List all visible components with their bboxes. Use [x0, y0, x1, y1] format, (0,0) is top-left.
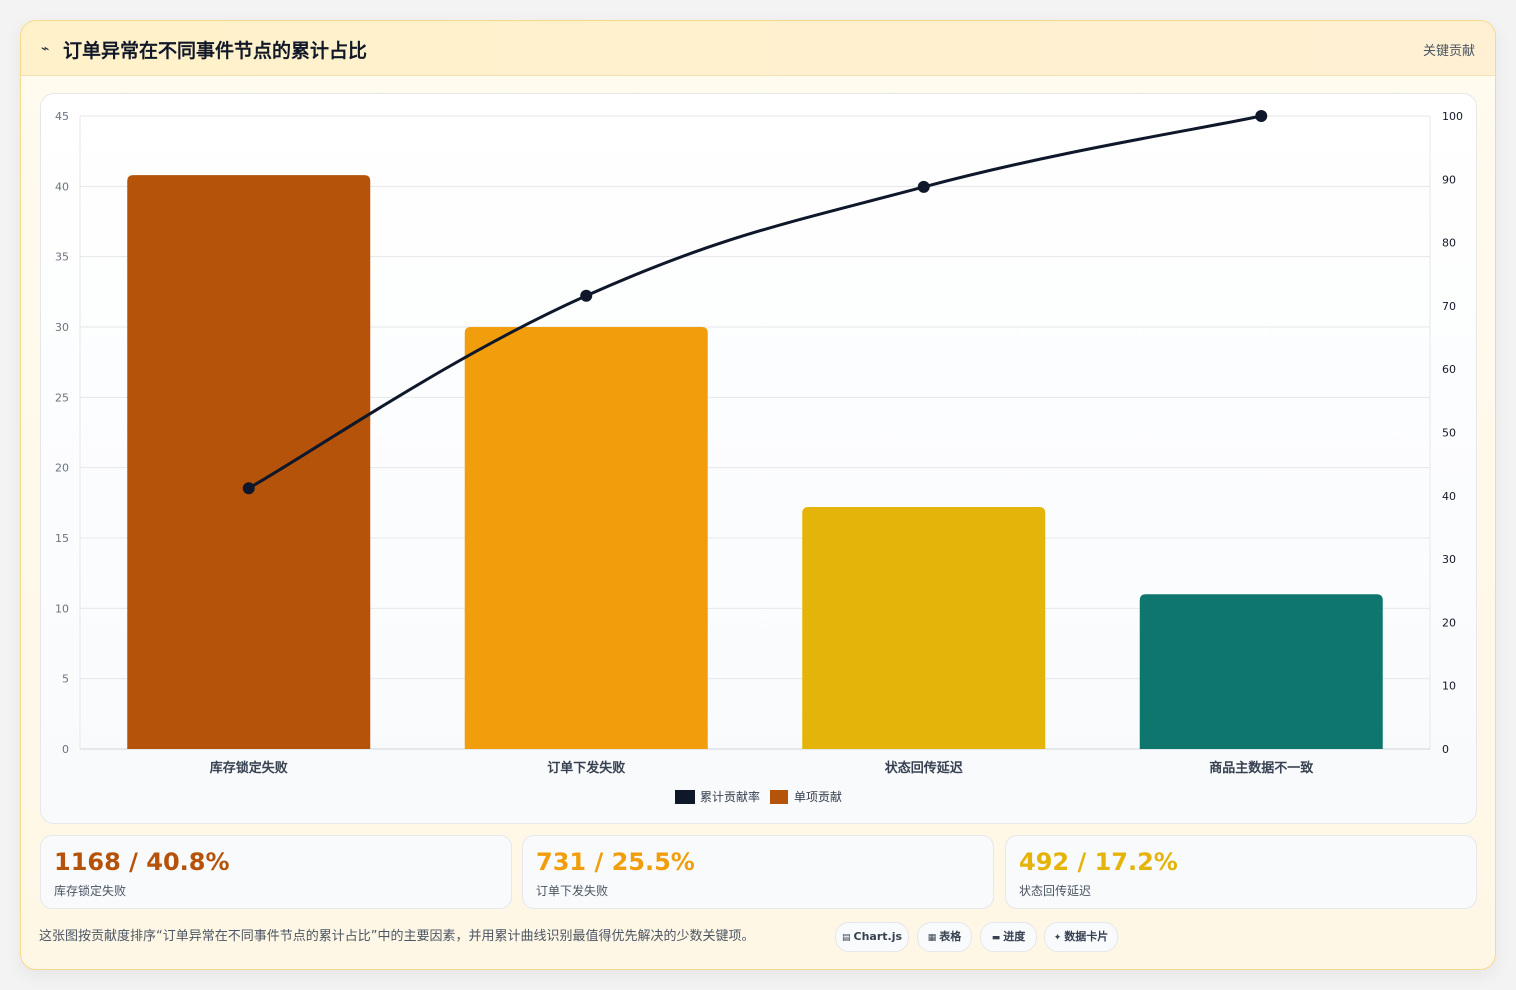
- legend-label: 累计贡献率: [700, 789, 760, 804]
- y-tick-label: 0: [62, 743, 69, 756]
- stat-value: 492 / 17.2%: [1019, 848, 1178, 876]
- cumulative-line: [248, 114, 1262, 490]
- y-tick-label: 30: [55, 321, 69, 334]
- legend-swatch-cumulative: [675, 790, 695, 804]
- pill-label: 数据卡片: [1064, 930, 1109, 943]
- bar-1: [127, 175, 371, 749]
- y2-tick-label: 50: [1442, 427, 1456, 440]
- stat-card-3: 492 / 17.2% 状态回传延迟: [1005, 835, 1477, 909]
- bar-2: [464, 327, 708, 749]
- y-tick-label: 10: [55, 602, 69, 615]
- chart-panel: 0 5 10 15 20 25 30 35 40 45 0 10 20 30 40 50 60 70 80 90 100…: [40, 93, 1477, 824]
- stat-value: 731 / 25.5%: [536, 848, 695, 876]
- y-tick-label: 15: [55, 532, 69, 545]
- cumulative-point-2: [580, 289, 593, 302]
- y2-tick-label: 100: [1442, 110, 1463, 123]
- stat-card-1: 1168 / 40.8% 库存锁定失败: [40, 835, 512, 909]
- legend-swatch-bar: [770, 790, 788, 804]
- y-tick-label: 40: [55, 180, 69, 193]
- sparkle-icon: ✦: [1053, 933, 1062, 943]
- y2-tick-label: 90: [1442, 173, 1456, 186]
- pill-label: Chart.js: [853, 930, 903, 943]
- pill-chartjs[interactable]: ▤ Chart.js: [835, 922, 909, 952]
- pill-label: 表格: [939, 930, 962, 943]
- card-header: ⌁ 订单异常在不同事件节点的累计占比 关键贡献: [21, 21, 1495, 76]
- y2-tick-label: 60: [1442, 363, 1456, 376]
- x-tick-label: 库存锁定失败: [210, 760, 288, 776]
- y2-tick-label: 10: [1442, 680, 1456, 693]
- x-tick-label: 订单下发失败: [547, 760, 625, 776]
- cumulative-point-3: [917, 180, 930, 193]
- y2-tick-label: 20: [1442, 616, 1456, 629]
- bar-3: [802, 507, 1046, 749]
- y-tick-label: 45: [55, 110, 69, 123]
- y-tick-label: 20: [55, 462, 69, 475]
- stat-label: 状态回传延迟: [1019, 884, 1092, 898]
- y2-tick-label: 40: [1442, 490, 1456, 503]
- y-tick-label: 35: [55, 251, 69, 264]
- pareto-chart: 0 5 10 15 20 25 30 35 40 45 0 10 20 30 40 50 60 70 80 90 100…: [55, 110, 1463, 804]
- y2-tick-label: 70: [1442, 300, 1456, 313]
- y2-tick-label: 30: [1442, 553, 1456, 566]
- pill-label: 进度: [1003, 930, 1026, 943]
- progress-icon: ▬: [991, 933, 1001, 943]
- pill-table[interactable]: ▦ 表格: [917, 922, 972, 952]
- x-tick-label: 状态回传延迟: [885, 760, 963, 776]
- stat-value: 1168 / 40.8%: [54, 848, 230, 876]
- pulse-icon: ⌁: [41, 41, 50, 57]
- card-title: 订单异常在不同事件节点的累计占比: [63, 40, 368, 62]
- chart-icon: ▤: [841, 933, 851, 943]
- y-tick-label: 5: [62, 673, 69, 686]
- pill-progress[interactable]: ▬ 进度: [980, 922, 1037, 952]
- y-tick-label: 25: [55, 391, 69, 404]
- chart-card: ⌁ 订单异常在不同事件节点的累计占比 关键贡献 0 5 10 15 20 25 30 35 40…: [20, 20, 1496, 970]
- pill-data-cards[interactable]: ✦ 数据卡片: [1044, 922, 1118, 952]
- stat-label: 订单下发失败: [536, 884, 609, 898]
- stat-label: 库存锁定失败: [54, 884, 127, 898]
- bar-4: [1139, 594, 1383, 749]
- legend-label: 单项贡献: [794, 789, 842, 804]
- table-icon: ▦: [927, 933, 937, 943]
- chart-footnote: 这张图按贡献度排序“订单异常在不同事件节点的累计占比”中的主要因素，并用累计曲线…: [39, 929, 755, 944]
- cumulative-point-1: [242, 482, 255, 495]
- y2-tick-label: 80: [1442, 237, 1456, 250]
- y2-tick-label: 0: [1442, 743, 1449, 756]
- x-tick-label: 商品主数据不一致: [1209, 760, 1314, 776]
- header-tag: 关键贡献: [1422, 44, 1475, 59]
- cumulative-point-4: [1255, 110, 1268, 122]
- stat-card-2: 731 / 25.5% 订单下发失败: [522, 835, 994, 909]
